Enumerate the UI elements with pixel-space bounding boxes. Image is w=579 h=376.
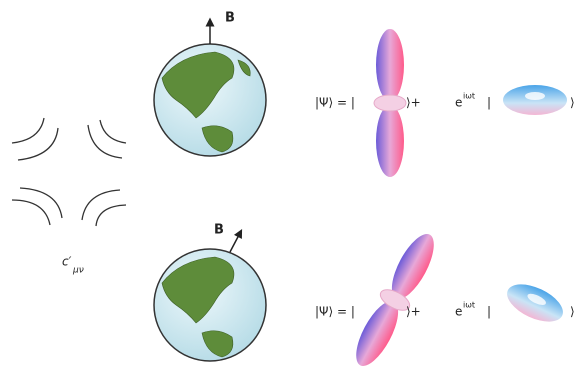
phase-exp: iωt bbox=[463, 92, 475, 101]
bar: | bbox=[487, 305, 491, 319]
phase-exp: iωt bbox=[463, 301, 475, 310]
ket-close: ⟩ bbox=[570, 305, 575, 319]
field-arrow bbox=[230, 233, 240, 252]
diagram: c′ μν B B |Ψ⟩ = | ⟩+ e iωt bbox=[0, 0, 579, 376]
earth bbox=[154, 44, 266, 156]
orbital bbox=[374, 29, 406, 177]
torus bbox=[503, 85, 567, 115]
phase-base: e bbox=[455, 96, 462, 110]
phase-base: e bbox=[455, 305, 462, 319]
plus: ⟩+ bbox=[406, 305, 421, 319]
plus: ⟩+ bbox=[406, 96, 421, 110]
field-label: B bbox=[214, 223, 224, 238]
label-symbol: c′ bbox=[62, 255, 72, 269]
ket-open: |Ψ⟩ = | bbox=[315, 96, 355, 110]
torus bbox=[501, 277, 568, 330]
earth bbox=[154, 249, 266, 361]
field-label: B bbox=[225, 11, 235, 26]
bar: | bbox=[487, 96, 491, 110]
label-subscript: μν bbox=[72, 266, 84, 276]
ket-open: |Ψ⟩ = | bbox=[315, 305, 355, 319]
orbital bbox=[346, 227, 444, 373]
ket-close: ⟩ bbox=[570, 96, 575, 110]
field-lines bbox=[12, 118, 126, 226]
